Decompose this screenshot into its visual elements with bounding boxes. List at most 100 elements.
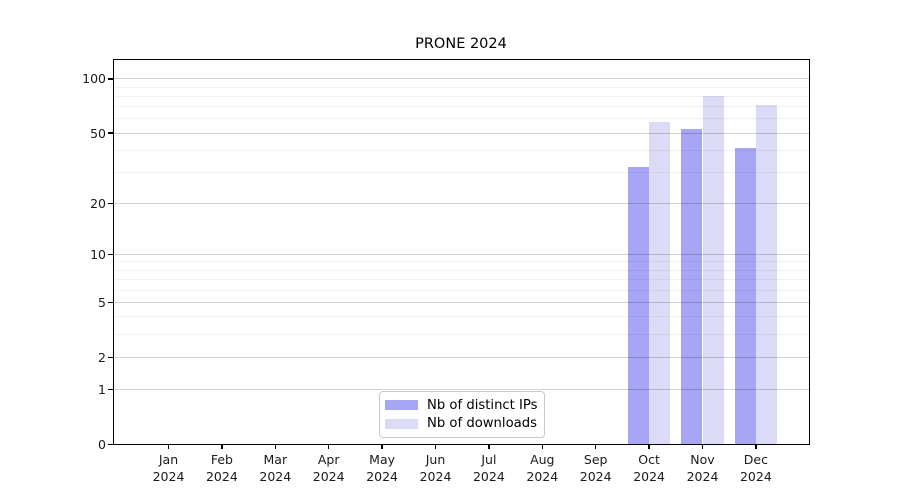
- x-tick-may: [381, 444, 383, 450]
- x-tick-label-feb: Feb 2024: [192, 451, 252, 486]
- y-tick-0: [108, 443, 113, 445]
- x-tick-jan: [167, 444, 170, 450]
- y-tick-50: [108, 132, 113, 134]
- gridline-minor-70: [114, 106, 809, 108]
- y-tick-20: [108, 202, 113, 204]
- x-tick-nov: [701, 444, 704, 450]
- x-tick-sep: [595, 444, 597, 450]
- x-tick-year-jun: 2024: [419, 469, 452, 484]
- x-tick-label-dec: Dec 2024: [726, 451, 786, 486]
- x-tick-label-jul: Jul 2024: [459, 451, 519, 486]
- x-tick-month-jan: Jan: [158, 451, 179, 467]
- gridline-major-5: [114, 301, 809, 303]
- y-tick-label-5: 5: [98, 294, 106, 310]
- bar-distinct-ips-oct: [627, 167, 650, 445]
- gridline-minor-40: [114, 149, 809, 151]
- x-tick-mar: [274, 444, 276, 450]
- y-tick-100: [108, 78, 113, 80]
- y-tick-label-20: 20: [90, 195, 106, 211]
- x-tick-month-aug: Aug: [530, 451, 555, 467]
- bar-downloads-oct: [649, 121, 671, 445]
- gridline-major-100: [114, 78, 809, 80]
- gridline-major-20: [114, 202, 809, 204]
- y-tick-2: [108, 356, 113, 358]
- legend-label-distinct-ips: Nb of distinct IPs: [427, 397, 538, 413]
- x-tick-year-aug: 2024: [526, 469, 559, 484]
- x-tick-year-nov: 2024: [686, 469, 719, 484]
- bar-distinct-ips-nov: [681, 128, 703, 445]
- x-tick-apr: [328, 444, 330, 450]
- legend-label-downloads: Nb of downloads: [427, 416, 537, 431]
- x-tick-label-apr: Apr 2024: [299, 451, 359, 486]
- y-tick-label-2: 2: [98, 349, 106, 365]
- gridline-minor-6: [114, 289, 809, 291]
- x-tick-month-jun: Jun: [425, 451, 446, 467]
- x-tick-year-may: 2024: [366, 469, 398, 484]
- x-tick-month-dec: Dec: [743, 451, 768, 467]
- legend-swatch-distinct-ips: [385, 400, 418, 410]
- gridline-minor-90: [114, 86, 809, 88]
- x-tick-year-apr: 2024: [312, 469, 345, 484]
- y-tick-label-50: 50: [90, 125, 106, 141]
- x-tick-year-sep: 2024: [579, 469, 612, 484]
- gridline-minor-4: [114, 316, 809, 318]
- x-tick-month-feb: Feb: [210, 451, 233, 467]
- x-tick-label-may: May 2024: [352, 451, 412, 486]
- gridline-major-10: [114, 253, 809, 255]
- y-tick-label-10: 10: [90, 246, 106, 262]
- bar-downloads-nov: [702, 96, 724, 445]
- x-tick-month-jul: Jul: [481, 451, 497, 467]
- x-tick-oct: [648, 444, 650, 450]
- gridline-minor-3: [114, 333, 809, 335]
- chart-title: PRONE 2024: [415, 36, 507, 52]
- spine-top: [112, 59, 811, 61]
- spine-left: [112, 59, 115, 445]
- gridline-major-50: [114, 132, 809, 134]
- x-tick-jun: [434, 444, 437, 450]
- legend-swatch-downloads: [385, 418, 418, 429]
- gridline-minor-9: [114, 261, 809, 263]
- spine-bottom: [112, 443, 811, 445]
- y-tick-label-0: 0: [98, 436, 106, 452]
- y-tick-label-1: 1: [98, 381, 106, 397]
- x-tick-label-mar: Mar 2024: [245, 451, 305, 486]
- gridline-minor-60: [114, 118, 809, 120]
- y-tick-5: [108, 301, 113, 304]
- x-tick-label-jun: Jun 2024: [406, 451, 466, 486]
- x-tick-month-may: May: [369, 451, 396, 467]
- x-tick-year-mar: 2024: [259, 469, 292, 484]
- x-tick-year-jan: 2024: [152, 469, 185, 484]
- x-tick-year-feb: 2024: [205, 469, 238, 484]
- x-tick-month-sep: Sep: [583, 451, 608, 467]
- gridline-minor-8: [114, 269, 809, 271]
- gridline-major-1: [114, 388, 809, 390]
- x-tick-jul: [488, 444, 490, 450]
- x-tick-month-mar: Mar: [263, 451, 288, 467]
- y-tick-10: [108, 253, 113, 256]
- legend-item-distinct-ips: Nb of distinct IPs: [385, 396, 538, 414]
- x-tick-label-jan: Jan 2024: [139, 451, 199, 486]
- x-tick-year-oct: 2024: [633, 469, 665, 484]
- gridline-minor-7: [114, 279, 809, 281]
- x-tick-aug: [541, 444, 543, 450]
- x-tick-year-jul: 2024: [472, 469, 505, 484]
- x-tick-label-sep: Sep 2024: [566, 451, 626, 486]
- x-tick-label-aug: Aug 2024: [512, 451, 572, 486]
- legend: Nb of distinct IPs Nb of downloads: [379, 390, 545, 438]
- x-tick-label-nov: Nov 2024: [673, 451, 733, 486]
- legend-item-downloads: Nb of downloads: [385, 415, 537, 433]
- bar-distinct-ips-dec: [734, 148, 756, 445]
- x-tick-month-apr: Apr: [317, 451, 340, 467]
- spine-right: [808, 59, 811, 445]
- x-tick-label-oct: Oct 2024: [619, 451, 679, 486]
- y-tick-1: [108, 388, 113, 390]
- gridline-minor-30: [114, 171, 809, 173]
- x-tick-month-nov: Nov: [690, 451, 715, 467]
- gridline-major-2: [114, 356, 809, 358]
- bar-downloads-dec: [755, 104, 778, 445]
- x-tick-month-oct: Oct: [638, 451, 660, 467]
- gridline-minor-80: [114, 95, 809, 97]
- x-tick-feb: [221, 444, 223, 450]
- x-tick-year-dec: 2024: [739, 469, 772, 484]
